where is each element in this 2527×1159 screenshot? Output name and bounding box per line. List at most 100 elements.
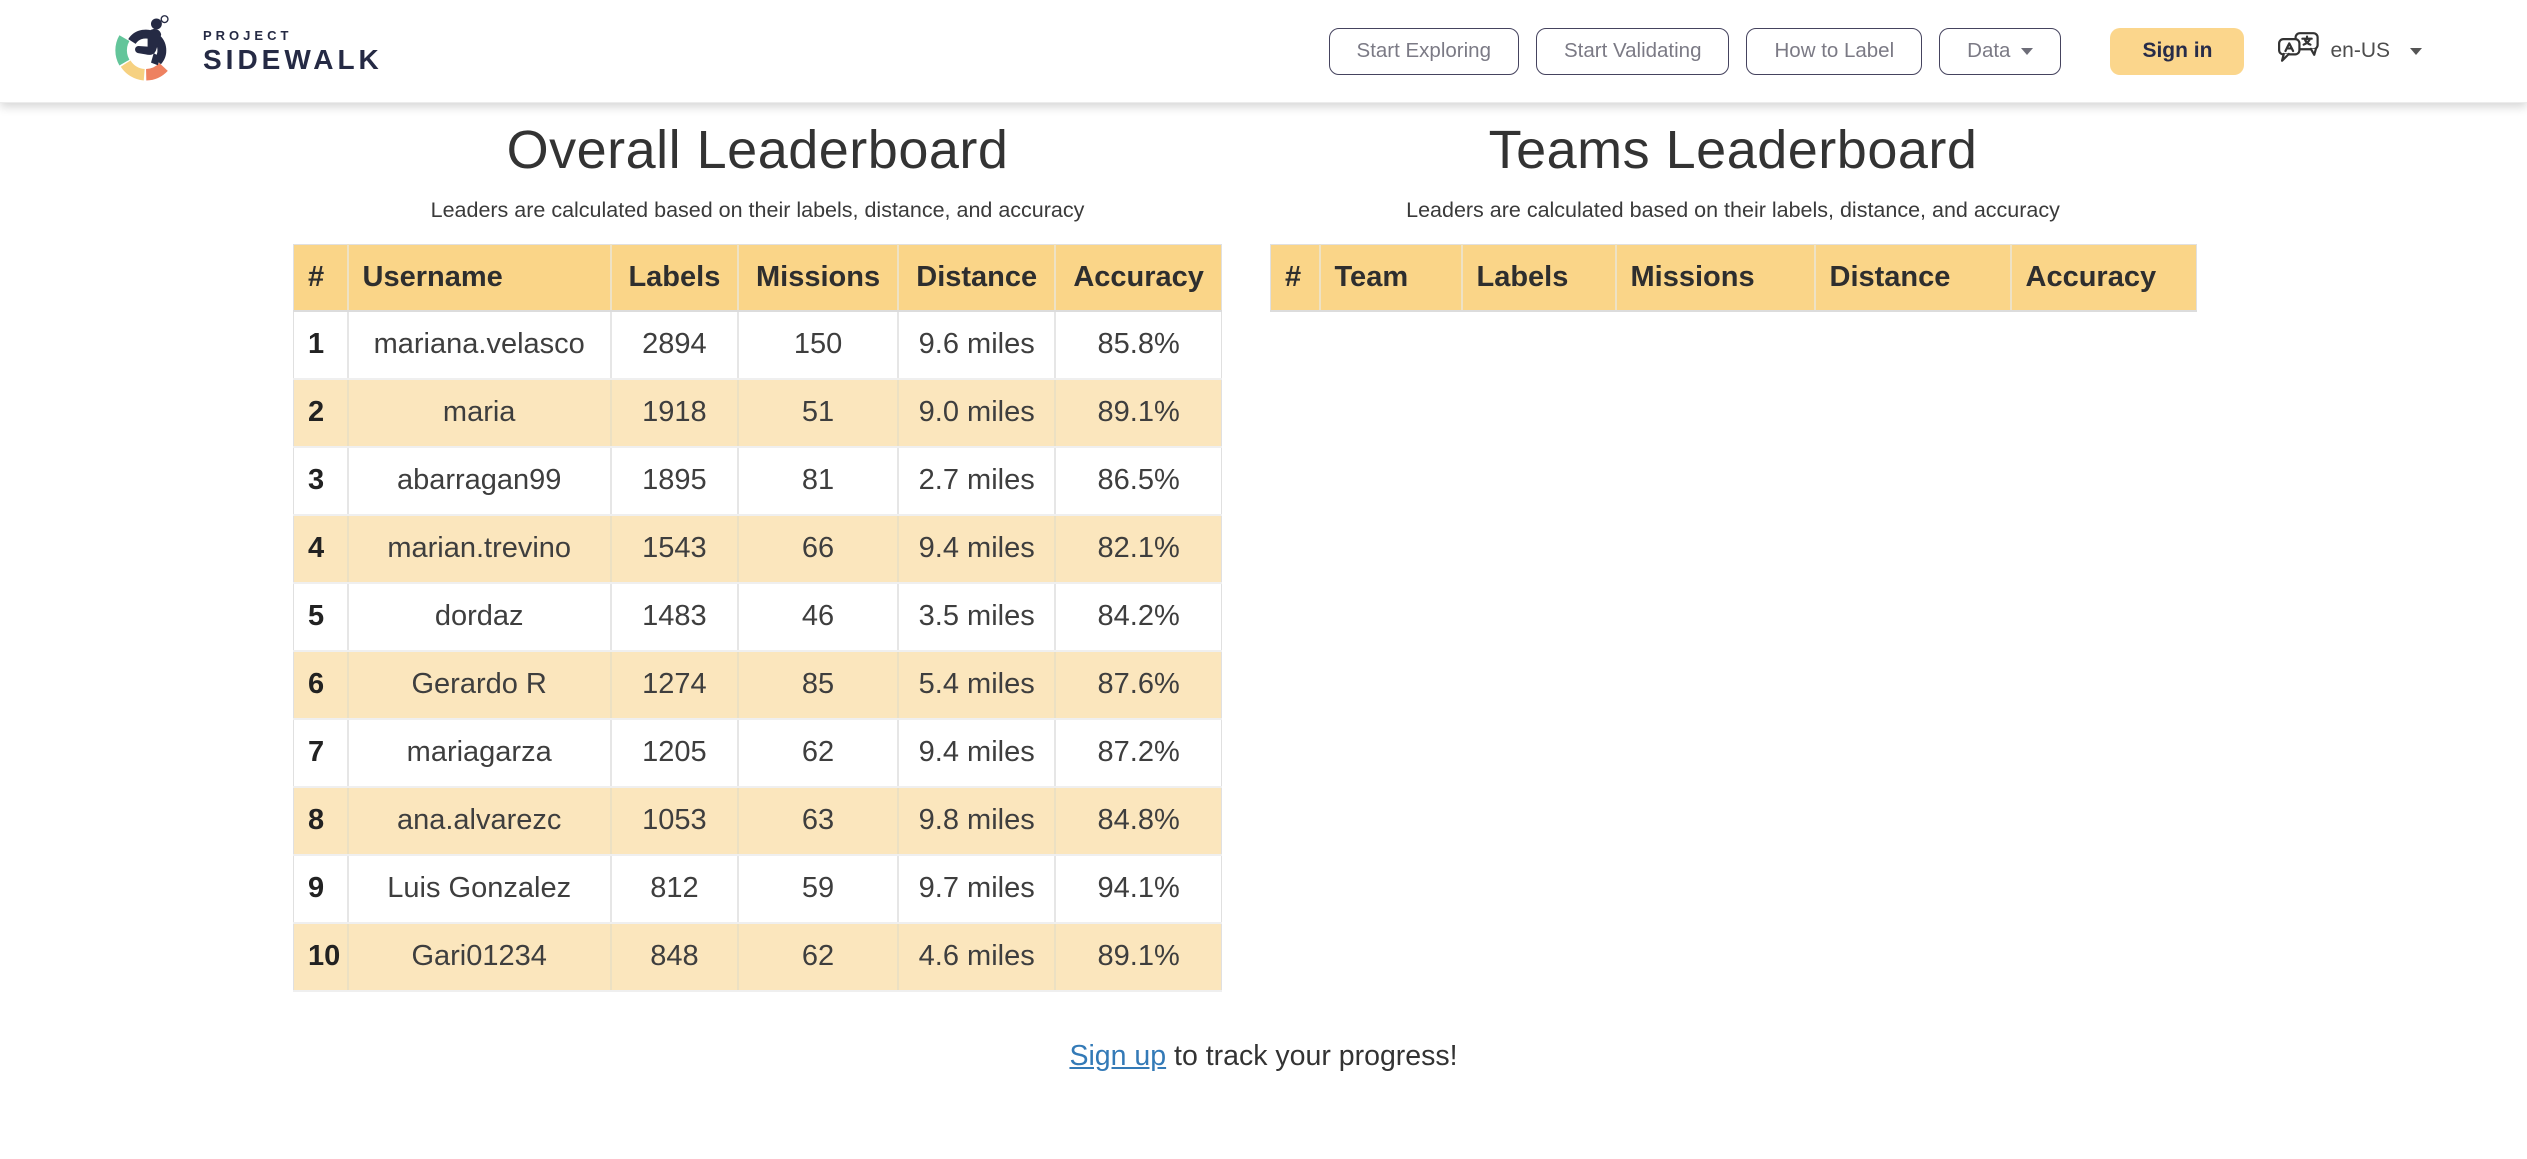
language-chevron-down-icon (2410, 47, 2422, 55)
username-cell: dordaz (347, 582, 612, 652)
labels-cell: 1053 (610, 786, 739, 856)
data-dropdown-label: Data (1967, 39, 2011, 62)
missions-cell: 66 (737, 514, 900, 584)
accuracy-cell: 82.1% (1055, 514, 1222, 584)
project-sidewalk-logo[interactable]: PROJECT SIDEWALK (113, 12, 383, 91)
rank-cell: 10 (293, 922, 349, 992)
logo-sidewalk-text: SIDEWALK (203, 43, 383, 75)
accuracy-cell: 94.1% (1055, 854, 1222, 924)
missions-cell: 62 (737, 718, 900, 788)
rank-cell: 1 (293, 310, 349, 380)
column-header-accuracy: Accuracy (2010, 244, 2197, 312)
top-navbar: PROJECT SIDEWALK Start Exploring Start V… (0, 0, 2527, 103)
labels-cell: 812 (610, 854, 739, 924)
header-row: # Username Labels Missions Distance Accuracy (293, 244, 1222, 312)
missions-cell: 85 (737, 650, 900, 720)
username-cell: Gerardo R (347, 650, 612, 720)
missions-cell: 63 (737, 786, 900, 856)
accuracy-cell: 89.1% (1055, 378, 1222, 448)
accuracy-cell: 84.2% (1055, 582, 1222, 652)
signup-prompt-text: to track your progress! (1166, 1039, 1458, 1072)
table-row: 2 maria 1918 51 9.0 miles 89.1% (293, 378, 1222, 448)
rank-cell: 9 (293, 854, 349, 924)
labels-cell: 1918 (610, 378, 739, 448)
table-row: 9 Luis Gonzalez 812 59 9.7 miles 94.1% (293, 854, 1222, 924)
accuracy-cell: 86.5% (1055, 446, 1222, 516)
distance-cell: 9.0 miles (898, 378, 1057, 448)
header-row: # Team Labels Missions Distance Accuracy (1270, 244, 2197, 312)
labels-cell: 848 (610, 922, 739, 992)
accuracy-cell: 84.8% (1055, 786, 1222, 856)
table-row: 8 ana.alvarezc 1053 63 9.8 miles 84.8% (293, 786, 1222, 856)
language-selector[interactable]: en-US (2277, 31, 2422, 71)
overall-leaderboard: Overall Leaderboard Leaders are calculat… (293, 103, 1222, 992)
username-cell: mariana.velasco (347, 310, 612, 380)
missions-cell: 62 (737, 922, 900, 992)
username-cell: Luis Gonzalez (347, 854, 612, 924)
sidewalk-logo-icon (113, 12, 189, 91)
overall-leaderboard-table: # Username Labels Missions Distance Accuracy 1… (293, 244, 1222, 992)
username-cell: ana.alvarezc (347, 786, 612, 856)
username-cell: Gari01234 (347, 922, 612, 992)
distance-cell: 9.8 miles (898, 786, 1057, 856)
accuracy-cell: 87.6% (1055, 650, 1222, 720)
username-cell: maria (347, 378, 612, 448)
labels-cell: 2894 (610, 310, 739, 380)
start-validating-label: Start Validating (1563, 39, 1702, 62)
username-cell: mariagarza (347, 718, 612, 788)
overall-leaderboard-title: Overall Leaderboard (506, 120, 1009, 180)
accuracy-cell: 89.1% (1055, 922, 1222, 992)
column-header-distance: Distance (1814, 244, 2012, 312)
sign-up-link[interactable]: Sign up (1069, 1039, 1167, 1072)
rank-cell: 7 (293, 718, 349, 788)
column-header-labels: Labels (1461, 244, 1617, 312)
column-header-team: Team (1319, 244, 1463, 312)
column-header-rank: # (293, 244, 349, 312)
table-row: 5 dordaz 1483 46 3.5 miles 84.2% (293, 582, 1222, 652)
labels-cell: 1274 (610, 650, 739, 720)
missions-cell: 51 (737, 378, 900, 448)
labels-cell: 1895 (610, 446, 739, 516)
column-header-accuracy: Accuracy (1055, 244, 1222, 312)
distance-cell: 3.5 miles (898, 582, 1057, 652)
labels-cell: 1483 (610, 582, 739, 652)
distance-cell: 5.4 miles (898, 650, 1057, 720)
accuracy-cell: 87.2% (1055, 718, 1222, 788)
rank-cell: 6 (293, 650, 349, 720)
table-row: 1 mariana.velasco 2894 150 9.6 miles 85.8% (293, 310, 1222, 380)
sign-in-button[interactable]: Sign in (2110, 27, 2245, 75)
table-row: 6 Gerardo R 1274 85 5.4 miles 87.6% (293, 650, 1222, 720)
data-dropdown-button[interactable]: Data (1939, 27, 2062, 75)
column-header-labels: Labels (610, 244, 739, 312)
missions-cell: 150 (737, 310, 900, 380)
distance-cell: 9.6 miles (898, 310, 1057, 380)
start-exploring-label: Start Exploring (1356, 39, 1491, 62)
logo-wordmark: PROJECT SIDEWALK (203, 29, 383, 74)
table-row: 10 Gari01234 848 62 4.6 miles 89.1% (293, 922, 1222, 992)
distance-cell: 9.4 miles (898, 514, 1057, 584)
rank-cell: 8 (293, 786, 349, 856)
missions-cell: 81 (737, 446, 900, 516)
how-to-label-label: How to Label (1774, 39, 1895, 62)
translate-icon (2277, 31, 2321, 71)
how-to-label-button[interactable]: How to Label (1746, 27, 1923, 75)
start-exploring-button[interactable]: Start Exploring (1328, 27, 1519, 75)
distance-cell: 4.6 miles (898, 922, 1057, 992)
column-header-missions: Missions (737, 244, 900, 312)
teams-leaderboard: Teams Leaderboard Leaders are calculated… (1270, 103, 2197, 312)
signup-prompt: Sign up to track your progress! (0, 1040, 2527, 1073)
rank-cell: 4 (293, 514, 349, 584)
teams-leaderboard-title: Teams Leaderboard (1488, 120, 1978, 180)
teams-leaderboard-table: # Team Labels Missions Distance Accuracy (1270, 244, 2197, 312)
username-cell: marian.trevino (347, 514, 612, 584)
accuracy-cell: 85.8% (1055, 310, 1222, 380)
start-validating-button[interactable]: Start Validating (1535, 27, 1730, 75)
missions-cell: 46 (737, 582, 900, 652)
column-header-missions: Missions (1615, 244, 1816, 312)
rank-cell: 3 (293, 446, 349, 516)
labels-cell: 1205 (610, 718, 739, 788)
column-header-distance: Distance (898, 244, 1057, 312)
logo-project-text: PROJECT (203, 27, 293, 43)
rank-cell: 2 (293, 378, 349, 448)
table-row: 4 marian.trevino 1543 66 9.4 miles 82.1% (293, 514, 1222, 584)
